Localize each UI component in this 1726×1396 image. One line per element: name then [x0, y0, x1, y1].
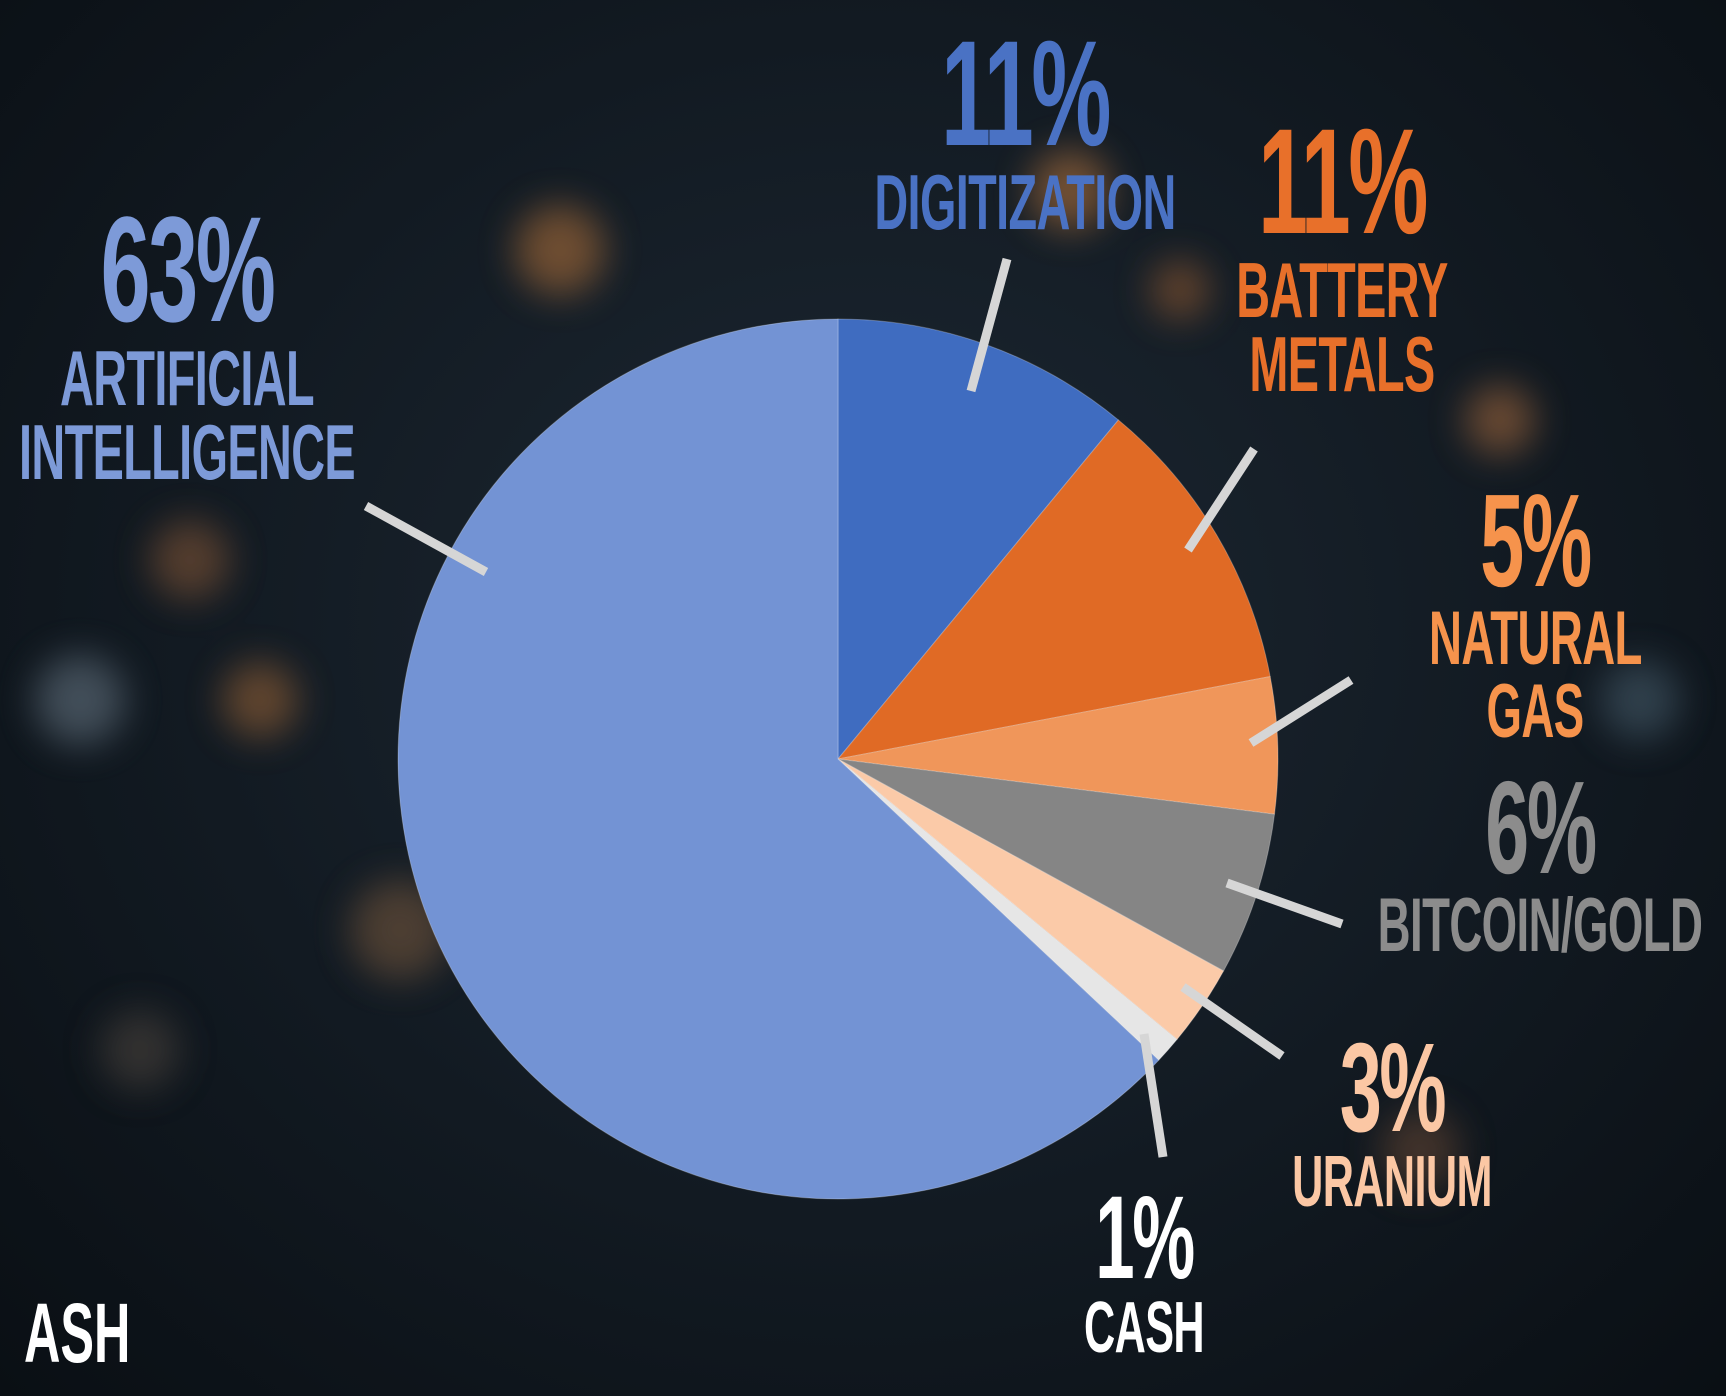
- category-label: BITCOIN/GOLD: [1377, 883, 1703, 969]
- pie-slice: [397, 318, 1160, 1200]
- slice-label: 63% ARTIFICIAL INTELLIGENCE: [18, 185, 356, 496]
- slice-label: 6% BITCOIN/GOLD: [1377, 754, 1703, 969]
- slice-label: 11% BATTERY METALS: [1236, 97, 1448, 408]
- leader-lines: [363, 257, 1354, 1158]
- leader-line: [1225, 878, 1344, 929]
- pie: [397, 318, 1279, 1200]
- leader-line: [1180, 983, 1285, 1060]
- slice-label: 5% NATURAL GAS: [1429, 467, 1642, 754]
- percent-label: 63%: [100, 185, 276, 353]
- cropped-text: ASH: [24, 1286, 131, 1380]
- pie-slice: [837, 758, 1225, 1041]
- pie-slice: [837, 758, 1178, 1061]
- leader-line: [1139, 1033, 1168, 1158]
- slice-label: 11% DIGITIZATION: [874, 9, 1176, 246]
- percent-label: 6%: [1485, 754, 1597, 901]
- bokeh: [35, 150, 1680, 1190]
- category-label: URANIUM: [1292, 1141, 1492, 1222]
- percent-label: 11%: [941, 9, 1111, 177]
- leader-line: [363, 502, 489, 576]
- percent-label: 1%: [1095, 1172, 1195, 1304]
- category-label: CASH: [1083, 1288, 1205, 1369]
- leader-line: [1248, 676, 1354, 747]
- category-label: NATURAL GAS: [1429, 596, 1642, 754]
- leader-line: [966, 257, 1012, 393]
- category-label: BATTERY METALS: [1236, 245, 1448, 408]
- pie-slice: [836, 419, 1271, 760]
- leader-line: [1184, 446, 1258, 553]
- slice-label: 1% CASH: [1083, 1172, 1205, 1369]
- percent-label: 11%: [1258, 97, 1428, 265]
- pie-slice: [837, 675, 1279, 815]
- slice-label: 3% URANIUM: [1292, 1017, 1492, 1222]
- category-label: DIGITIZATION: [874, 157, 1176, 246]
- percent-label: 5%: [1480, 467, 1592, 614]
- category-label: ARTIFICIAL INTELLIGENCE: [18, 333, 356, 496]
- percent-label: 3%: [1339, 1017, 1447, 1158]
